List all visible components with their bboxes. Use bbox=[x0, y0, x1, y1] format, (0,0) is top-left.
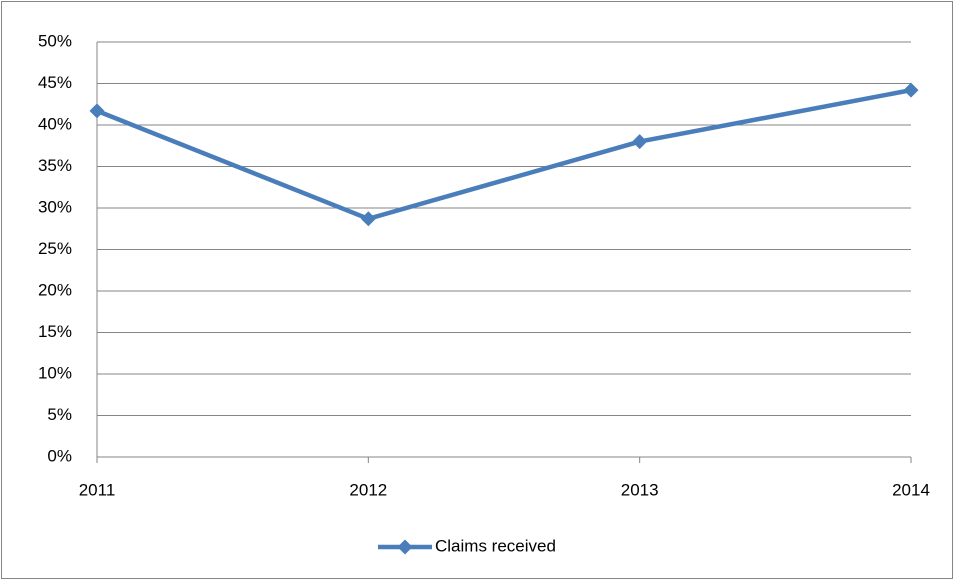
y-tick-label: 10% bbox=[38, 363, 72, 382]
marker bbox=[89, 103, 105, 119]
x-tick-label: 2014 bbox=[892, 480, 930, 499]
y-tick-label: 15% bbox=[38, 322, 72, 341]
legend-marker bbox=[397, 539, 413, 555]
x-tick-label: 2013 bbox=[621, 480, 659, 499]
y-tick-label: 40% bbox=[38, 114, 72, 133]
series-line bbox=[96, 87, 912, 222]
x-tick-label: 2011 bbox=[79, 480, 116, 499]
y-tick-label: 30% bbox=[38, 197, 72, 216]
y-tick-label: 5% bbox=[47, 405, 72, 424]
y-tick-label: 45% bbox=[38, 73, 72, 92]
marker bbox=[903, 82, 919, 98]
x-tick-label: 2012 bbox=[349, 480, 387, 499]
y-tick-label: 25% bbox=[38, 239, 72, 258]
y-tick-label: 50% bbox=[38, 31, 72, 50]
marker bbox=[632, 134, 648, 150]
marker bbox=[360, 211, 376, 227]
y-tick-label: 0% bbox=[47, 446, 72, 465]
y-tick-label: 35% bbox=[38, 156, 72, 175]
legend-label: Claims received bbox=[435, 536, 556, 555]
y-tick-label: 20% bbox=[38, 280, 72, 299]
